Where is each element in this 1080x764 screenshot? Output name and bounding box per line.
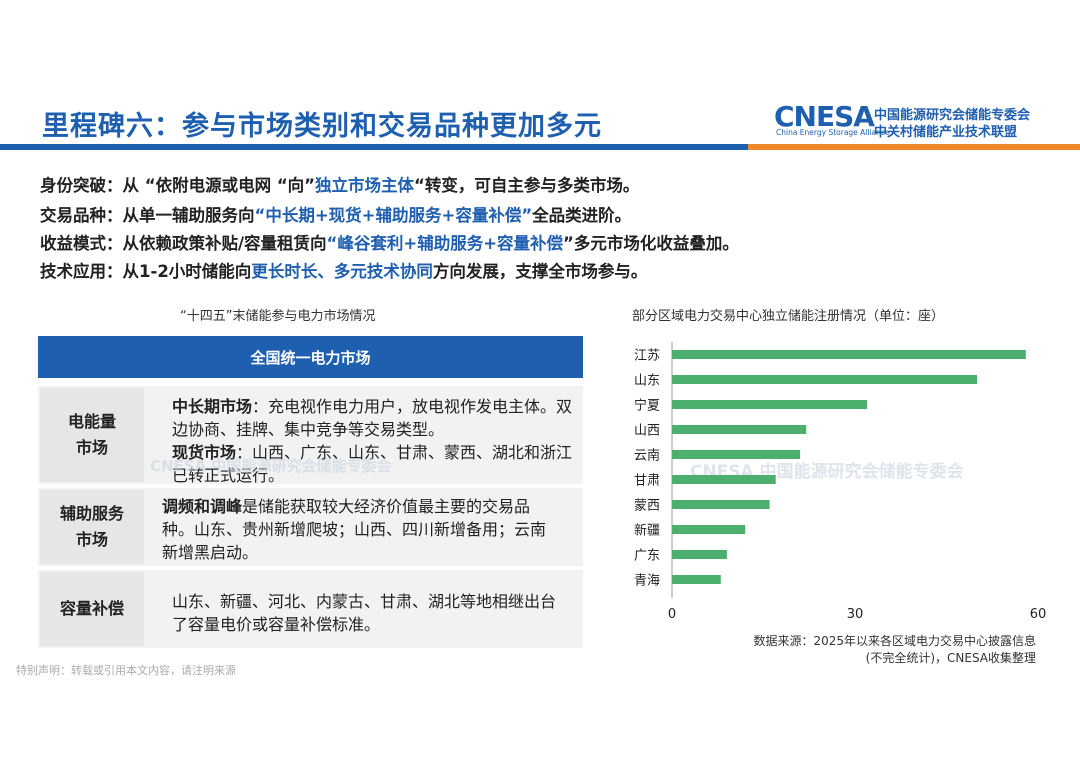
row-label-ancillary: 辅助服务 市场	[40, 490, 144, 564]
source-line1: 数据来源：2025年以来各区域电力交易中心披露信息	[753, 634, 1036, 648]
bullet-trade: 交易品种：从单一辅助服务向“中长期+现货+辅助服务+容量补偿”全品类进阶。	[40, 202, 631, 226]
source-line2: (不完全统计)，CNESA收集整理	[865, 651, 1036, 665]
left-section-title: “十四五”末储能参与电力市场情况	[180, 309, 376, 324]
x-tick-label-0: 0	[668, 607, 676, 622]
bullet-highlight: 更长时长、多元技术协同	[251, 262, 433, 281]
term-spot: 现货市场	[172, 443, 237, 462]
category-label-5: 甘肃	[634, 474, 660, 489]
x-tick-label-1: 30	[847, 607, 864, 622]
row-label-line1: 辅助服务	[59, 504, 124, 523]
bullet-label: 身份突破：	[40, 176, 123, 195]
row-text-energy: 中长期市场：充电视作电力用户，放电视作发电主体。双边协商、挂牌、集中竞争等交易类…	[172, 395, 580, 487]
category-label-4: 云南	[634, 448, 660, 464]
bullet-pre: 从1-2小时储能向	[122, 262, 252, 281]
category-label-8: 广东	[634, 549, 660, 564]
bullet-post: ”多元市场化收益叠加。	[563, 234, 739, 253]
category-label-7: 新疆	[634, 523, 660, 539]
row-text-capacity: 山东、新疆、河北、内蒙古、甘肃、湖北等地相继出台了容量电价或容量补偿标准。	[172, 590, 567, 636]
bar-2	[672, 400, 868, 409]
bullet-post: 方向发展，支撑全市场参与。	[432, 262, 648, 281]
row-label-line2: 市场	[75, 530, 108, 549]
category-label-2: 宁夏	[634, 398, 660, 414]
bar-7	[672, 525, 746, 534]
bullet-revenue: 收益模式：从依赖政策补贴/容量租赁向“峰谷套利+辅助服务+容量补偿”多元市场化收…	[40, 230, 739, 254]
term-regulation: 调频和调峰	[162, 497, 243, 516]
category-label-0: 江苏	[634, 348, 660, 364]
row-label-line1: 电能量	[67, 412, 116, 431]
bullet-label: 交易品种：	[40, 206, 123, 225]
row-text-ancillary: 调频和调峰是储能获取较大经济价值最主要的交易品种。山东、贵州新增爬坡；山西、四川…	[162, 495, 557, 564]
bar-1	[672, 375, 977, 384]
bar-5	[672, 475, 776, 484]
row-label-line1: 容量补偿	[59, 599, 124, 618]
term-midlong: 中长期市场	[172, 397, 253, 416]
bar-9	[672, 575, 721, 584]
text-midlong: ：充电视作电力用户，放电视作发电主体。双边协商、挂牌、集中竞争等交易类型。	[172, 397, 573, 439]
bullet-pre: 从依赖政策补贴/容量租赁向	[122, 234, 327, 253]
bullet-pre: 从 “依附电源或电网 “向”	[122, 176, 316, 195]
bullet-tech: 技术应用：从1-2小时储能向更长时长、多元技术协同方向发展，支撑全市场参与。	[40, 258, 647, 282]
page-title: 里程碑六：参与市场类别和交易品种更加多元	[42, 111, 602, 142]
bar-3	[672, 425, 807, 434]
bullet-label: 收益模式：	[40, 234, 123, 253]
bar-6	[672, 500, 770, 509]
footnote: 特别声明：转载或引用本文内容，请注明来源	[16, 664, 236, 677]
row-label-line2: 市场	[75, 438, 108, 457]
bar-0	[672, 350, 1026, 359]
bullet-post: 全品类进阶。	[532, 206, 632, 225]
header-divider-orange	[748, 144, 1080, 150]
text-spot: ：山西、广东、山东、甘肃、蒙西、湖北和浙江已转正式运行。	[172, 443, 573, 485]
logo-cn-line1: 中国能源研究会储能专委会	[874, 108, 1031, 123]
chart-title: 部分区域电力交易中心独立储能注册情况（单位：座）	[632, 309, 945, 324]
logo-name: CNESA	[774, 100, 875, 133]
bar-8	[672, 550, 727, 559]
category-label-6: 蒙西	[634, 499, 660, 514]
x-tick-label-2: 60	[1030, 607, 1047, 622]
watermark-left: CNESA 中国能源研究会储能专委会	[150, 457, 392, 475]
logo-sub: China Energy Storage Alliance	[776, 128, 890, 137]
bullet-identity: 身份突破：从 “依附电源或电网 “向”独立市场主体“转变，可自主参与多类市场。	[40, 172, 639, 196]
row-label-capacity: 容量补偿	[40, 572, 144, 646]
bullet-label: 技术应用：	[40, 262, 123, 281]
market-header: 全国统一电力市场	[38, 336, 583, 378]
category-label-1: 山东	[634, 374, 660, 389]
bullet-post: “转变，可自主参与多类市场。	[414, 176, 640, 195]
bullet-highlight: “峰谷套利+辅助服务+容量补偿	[326, 234, 564, 253]
cnesa-logo: CNESA China Energy Storage Alliance 中国能源…	[774, 100, 1074, 140]
category-label-9: 青海	[634, 574, 660, 589]
logo-cn-line2: 中关村储能产业技术联盟	[874, 125, 1018, 140]
bullet-highlight: 独立市场主体	[315, 176, 415, 195]
header-divider-blue	[0, 144, 748, 150]
row-label-energy: 电能量 市场	[40, 388, 144, 482]
bullet-pre: 从单一辅助服务向	[122, 206, 255, 225]
category-label-3: 山西	[634, 424, 660, 439]
text-capacity: 山东、新疆、河北、内蒙古、甘肃、湖北等地相继出台了容量电价或容量补偿标准。	[172, 592, 557, 634]
bar-4	[672, 450, 801, 459]
bullet-highlight: “中长期+现货+辅助服务+容量补偿”	[254, 206, 533, 225]
text-regulation: 是储能获取较大经济价值最主要的交易品种。山东、贵州新增爬坡；山西、四川新增备用；…	[162, 497, 547, 562]
